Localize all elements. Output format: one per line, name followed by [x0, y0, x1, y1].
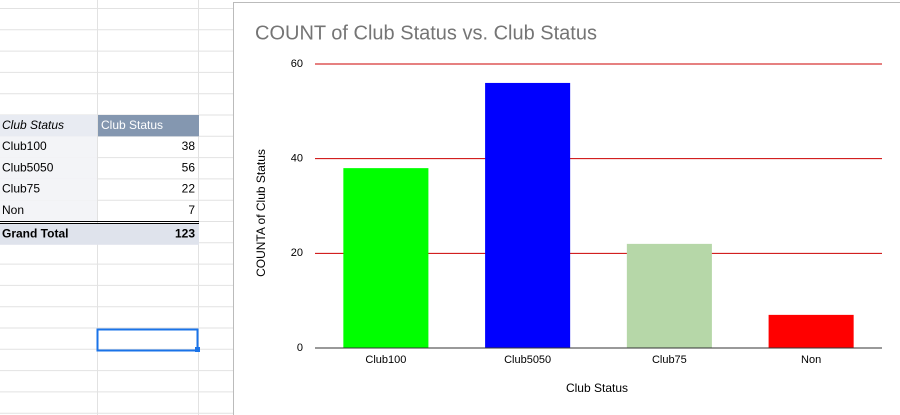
plot-area: 0 20 40 60 Club100 Club5050 Club75 Non — [291, 58, 882, 366]
bar — [626, 243, 712, 348]
total-label: Grand Total — [2, 226, 68, 240]
row-label-cell — [0, 178, 97, 201]
header-cell — [0, 115, 97, 137]
x-tick-label: Non — [801, 354, 821, 366]
y-tick-label: 60 — [291, 58, 303, 70]
row-label: Club100 — [2, 139, 47, 153]
chart-title: COUNT of Club Status vs. Club Status — [255, 22, 597, 44]
total-row — [0, 223, 199, 245]
row-value: 38 — [182, 139, 196, 153]
row-label-cell — [0, 157, 97, 179]
y-axis-title: COUNTA of Club Status — [254, 149, 268, 277]
header-text: Club Status — [101, 118, 163, 132]
bar — [343, 168, 429, 348]
row-value: 7 — [188, 203, 195, 217]
row-label: Club5050 — [2, 160, 54, 174]
y-tick-label: 0 — [297, 342, 303, 354]
row-value: 56 — [182, 160, 196, 174]
pivot-table: Club Status Club Status Club100 38 Club5050 5… — [0, 115, 199, 245]
total-value: 123 — [175, 226, 195, 240]
row-value: 22 — [182, 182, 196, 196]
x-axis-title: Club Status — [566, 381, 628, 395]
row-label: Non — [2, 203, 24, 217]
bar — [768, 314, 854, 348]
bar — [485, 82, 571, 348]
row-label-cell — [0, 136, 97, 158]
header-cell — [98, 115, 199, 137]
x-tick-label: Club5050 — [504, 354, 551, 366]
fill-handle[interactable] — [195, 347, 200, 352]
selected-cell[interactable] — [96, 328, 199, 352]
row-label: Club75 — [2, 182, 40, 196]
row-label-cell — [0, 200, 97, 222]
header-text: Club Status — [2, 118, 64, 132]
y-tick-label: 20 — [291, 247, 303, 259]
x-tick-label: Club100 — [365, 354, 406, 366]
y-tick-label: 40 — [291, 153, 303, 165]
x-tick-label: Club75 — [652, 354, 687, 366]
